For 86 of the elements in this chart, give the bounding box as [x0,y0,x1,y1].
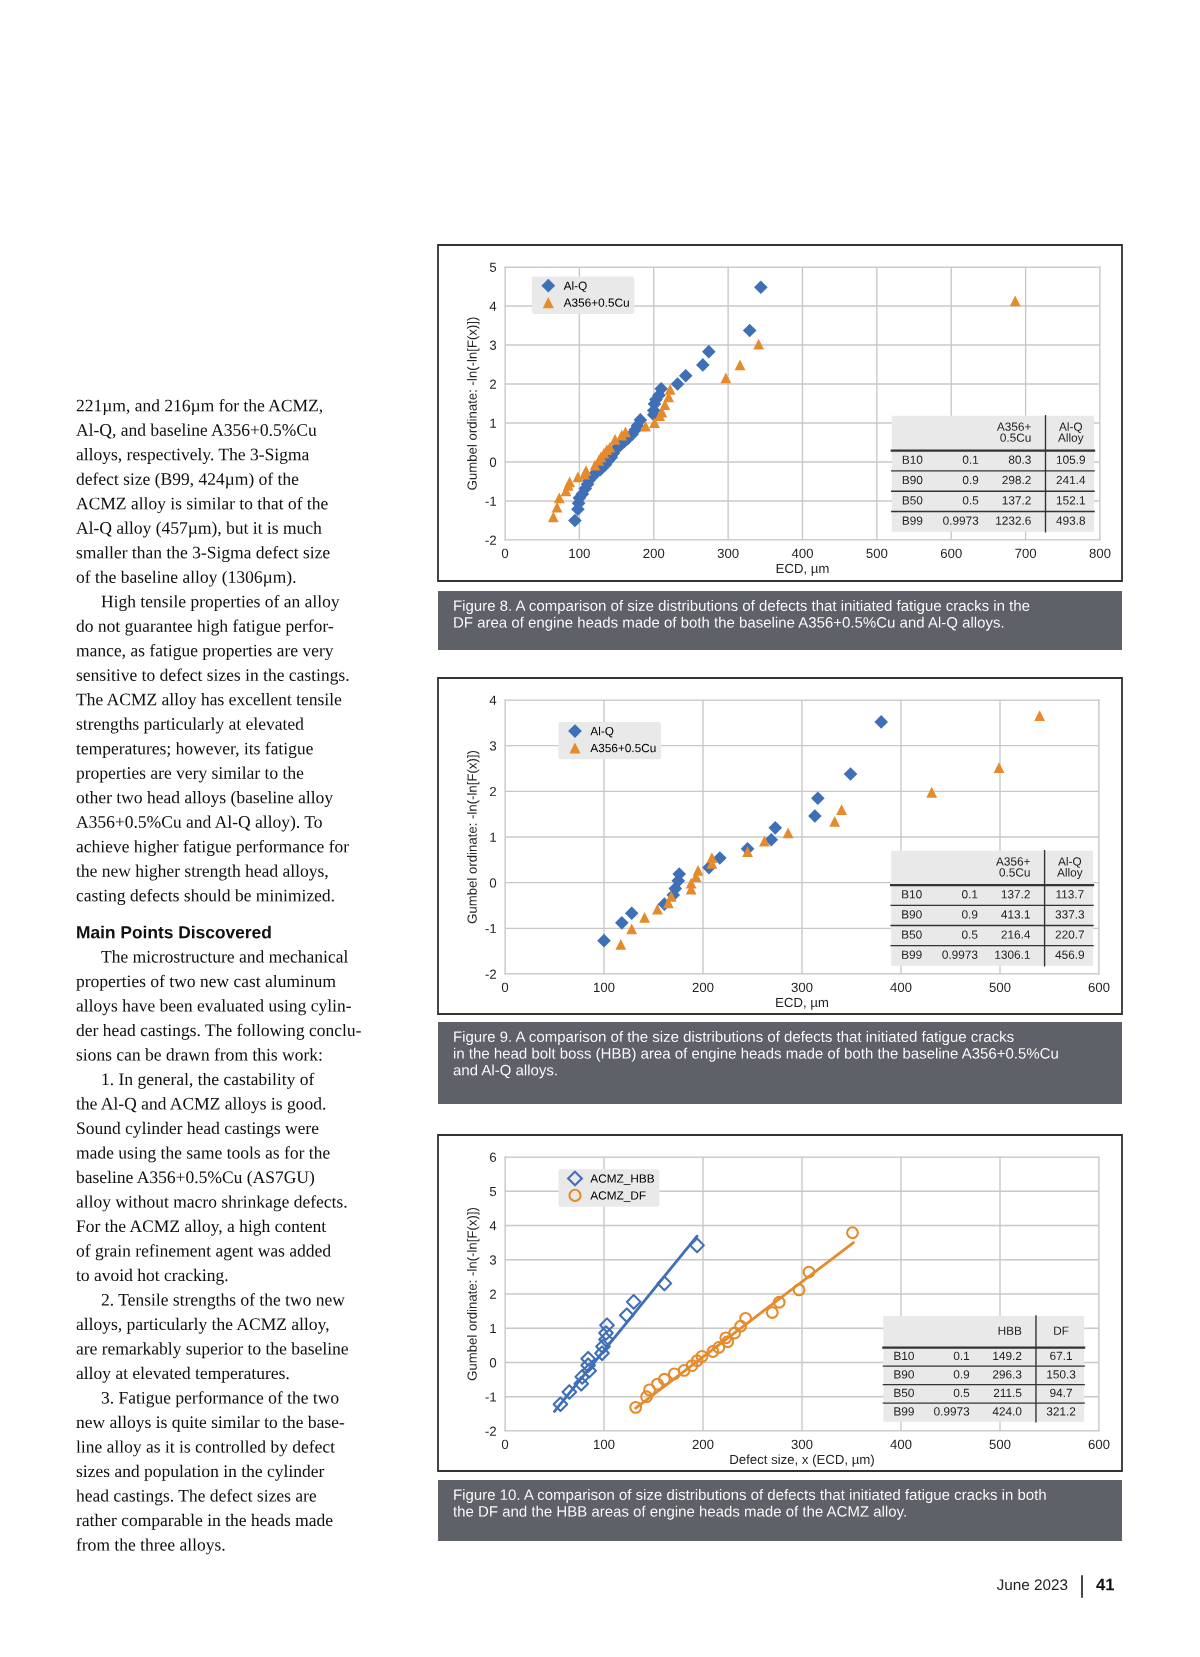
x-tick-label: 0 [501,548,509,559]
text: B99 0.9973 1306.1 456.9 [902,950,1085,959]
x-tick-label: 500 [989,1439,1011,1450]
caption: Figure 10. A comparison of size distributions of defects that initiated fatigue cracks in both the DF and the HBB areas of engine heads made of the ACMZ alloy. [453,1489,1046,1520]
x-tick-label: 800 [1089,548,1111,559]
y-axis-title: Gumbel ordinate: -ln(-ln[F(x)]) [467,1207,480,1381]
legend-label: A356+0.5Cu [563,298,629,307]
legend-label: Al-Q [590,726,614,738]
text: 3. Fatigue performance of the two new alloys is quite similar to the base- line alloy as it is controlled by defect sizes and population in the cylinder head castings. The defect sizes are rather comparable in the heads made from the three alloys. [76,1391,345,1555]
x-tick-label: 200 [643,548,665,559]
text: B99 0.9973 424.0 321.2 [894,1407,1076,1416]
legend-label: A356+0.5Cu [590,743,656,753]
legend-label: ACMZ_DF [590,1191,646,1202]
x-tick-label: 100 [594,1439,615,1450]
x-tick-label: 200 [692,1439,714,1450]
x-tick-label: 300 [791,1439,813,1450]
text: Main Points Discovered [77,925,271,939]
y-tick-label: 2 [489,379,496,389]
text: 221µm, and 216µm for the ACMZ, Al-Q, and baseline A356+0.5%Cu alloys, respectively. The 3-Sigma defect size (B99, 424µm) of the ACMZ alloy is similar to that of the Al-Q alloy (457µm), but it is much smaller than the 3-Sigma defect size of the baseline alloy (1306µm). [76,398,330,587]
x-tick-label: 400 [890,1439,912,1450]
y-tick-label: 1 [490,418,497,428]
text: 2. Tensile strengths of the two new alloys, particularly the ACMZ alloy, are remarkably superior to the baseline alloy at elevated temperatures. [76,1293,348,1383]
x-tick-label: 600 [1088,1439,1110,1450]
x-tick-label: 600 [1088,982,1110,993]
y-tick-label: -1 [485,1392,497,1402]
x-tick-label: 100 [569,548,590,559]
x-axis-title: Defect size, x (ECD, µm) [730,1454,874,1467]
text: B10 0.1 137.2 113.7 [902,890,1084,899]
x-tick-label: 0 [501,982,509,993]
y-tick-label: 0 [489,1358,497,1368]
y-axis-title: Gumbel ordinate: -ln(-ln[F(x)]) [467,750,480,924]
y-tick-label: 0 [489,878,497,888]
caption: Figure 9. A comparison of the size distributions of defects that initiated fatigue cracks in the head bolt boss (HBB) area of engine heads made of both the baseline A356+0.5%Cu and Al-Q alloys. [453,1031,1058,1079]
y-axis-title: Gumbel ordinate: -ln(-ln[F(x)]) [467,317,480,490]
y-tick-label: -2 [485,1426,497,1436]
x-tick-label: 300 [717,548,739,559]
x-tick-label: 700 [1015,548,1037,559]
y-tick-label: 2 [489,1289,496,1299]
y-tick-label: 1 [490,832,497,842]
text: June 2023 [996,1579,1068,1591]
x-tick-label: 400 [890,982,912,993]
y-tick-label: -2 [485,969,497,979]
text: High tensile properties of an alloy do not guarantee high fatigue perfor- mance, as fatigue properties are very sensitive to defect sizes in the castings. The ACMZ alloy has excellent tensile strengths particularly at elevated temperatures; however, its fatigue properties are very similar to the other two head alloys (baseline alloy A356+0.5%Cu and Al-Q alloy). To achieve higher fatigue performance for the new higher strength head alloys, casting defects should be minimized. [76,594,349,906]
x-axis-title: ECD, µm [776,997,829,1010]
y-tick-label: -1 [485,496,497,506]
text: B10 0.1 80.3 105.9 [902,455,1085,464]
legend-label: Al-Q [563,281,587,293]
text: A356+ 0.5Cu Al-Q Alloy [996,856,1083,879]
x-axis-title: ECD, µm [776,563,829,576]
x-tick-label: 600 [940,548,962,559]
text: 41 [1096,1578,1115,1591]
text: B50 0.5 137.2 152.1 [902,496,1085,505]
text: B50 0.5 216.4 220.7 [902,930,1085,939]
x-tick-label: 0 [501,1439,509,1450]
text: B50 0.5 211.5 94.7 [894,1388,1072,1398]
text: B90 0.9 413.1 337.3 [902,910,1085,919]
text: B90 0.9 296.3 150.3 [894,1370,1076,1379]
y-tick-label: -1 [485,924,497,934]
legend-label: ACMZ_HBB [590,1174,654,1185]
text: HBB DF [998,1326,1069,1335]
x-tick-label: 300 [791,982,813,993]
y-tick-label: 3 [489,1255,497,1265]
x-tick-label: 500 [989,982,1011,993]
text: B10 0.1 149.2 67.1 [894,1351,1072,1361]
y-tick-label: 1 [490,1323,497,1334]
text: A356+ 0.5Cu Al-Q Alloy [996,422,1084,445]
y-tick-label: 3 [489,741,497,751]
y-tick-label: 6 [490,1152,497,1162]
y-tick-label: 2 [489,786,496,797]
text: The microstructure and mechanical properties of two new cast aluminum alloys have been evaluated using cylin- der head castings. The following conclu- sions can be drawn from this work: [76,950,361,1061]
y-tick-label: 5 [489,1186,497,1197]
x-tick-label: 200 [692,982,714,993]
x-tick-label: 500 [866,548,888,559]
y-tick-label: 5 [489,262,497,272]
text: 1. In general, the castability of the Al-Q and ACMZ alloys is good. Sound cylinder head castings were made using the same tools as for the baseline A356+0.5%Cu (AS7GU) alloy without macro shrinkage defects. For the ACMZ alloy, a high content of grain refinement agent was added to avoid hot cracking. [76,1072,347,1285]
text: B90 0.9 298.2 241.4 [902,475,1086,485]
caption: Figure 8. A comparison of size distributions of defects that initiated fatigue cracks in the DF area of engine heads made of both the baseline A356+0.5%Cu and Al-Q alloys. [454,600,1030,631]
y-tick-label: 3 [489,340,497,350]
x-tick-label: 400 [791,548,813,559]
y-tick-label: -2 [485,535,497,545]
text: B99 0.9973 1232.6 493.8 [902,516,1086,525]
y-tick-label: 4 [489,301,497,311]
x-tick-label: 100 [594,982,615,993]
y-tick-label: 4 [489,695,497,705]
y-tick-label: 4 [489,1221,497,1231]
y-tick-label: 0 [489,457,497,467]
